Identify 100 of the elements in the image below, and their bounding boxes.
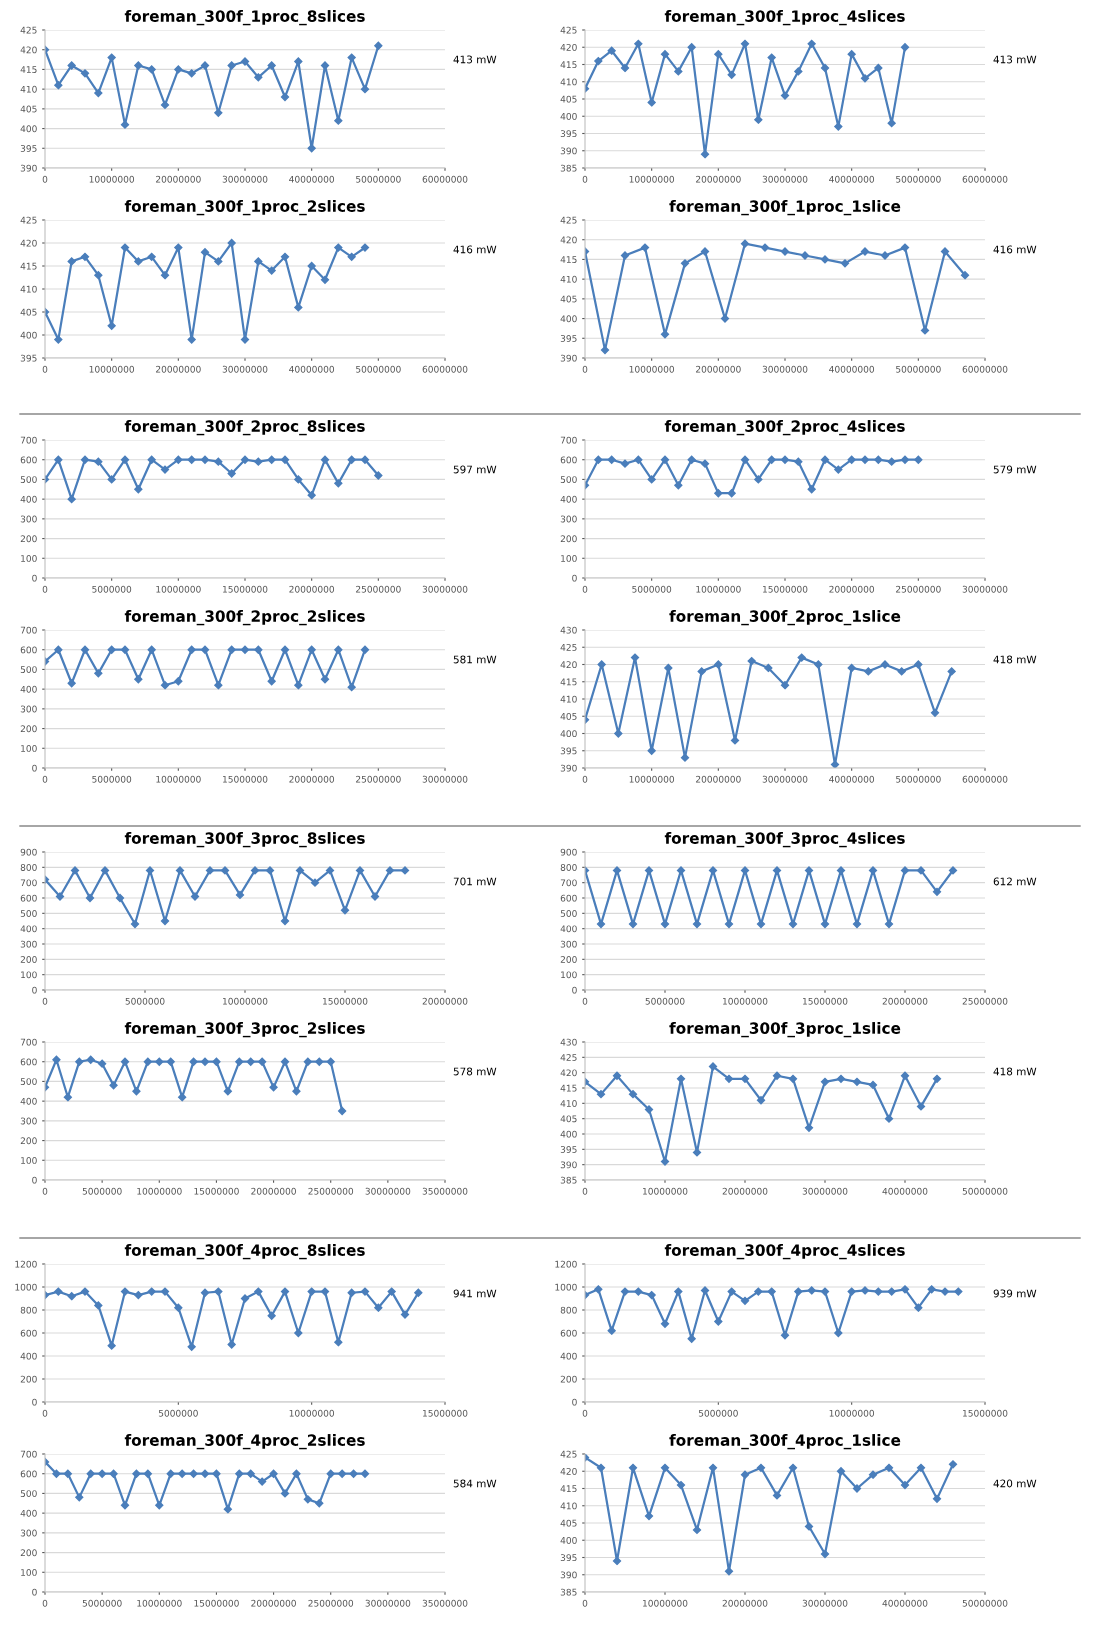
y-tick-label: 1200 bbox=[555, 1260, 577, 1268]
point bbox=[836, 1467, 846, 1476]
point bbox=[187, 1342, 196, 1351]
y-tick-label: 420 bbox=[20, 239, 37, 247]
point bbox=[940, 1287, 950, 1296]
x-tick-label: 5000000 bbox=[645, 997, 685, 1005]
point bbox=[594, 1285, 603, 1294]
point bbox=[797, 653, 806, 662]
x-tick-label: 60000000 bbox=[962, 775, 1008, 783]
y-tick-label: 405 bbox=[560, 712, 577, 720]
point bbox=[852, 1077, 862, 1086]
y-tick-label: 200 bbox=[560, 535, 577, 543]
point bbox=[200, 1288, 210, 1297]
point bbox=[740, 1470, 750, 1479]
y-tick-label: 400 bbox=[560, 925, 577, 933]
y-tick-label: 1000 bbox=[555, 1283, 577, 1291]
point bbox=[80, 645, 90, 654]
point bbox=[954, 1287, 963, 1296]
point bbox=[67, 1292, 76, 1301]
text: 413 mW bbox=[993, 55, 1037, 64]
x-tick-label: 10000000 bbox=[696, 585, 741, 593]
x-tick-label: 0 bbox=[582, 175, 588, 183]
y-tick-label: 100 bbox=[21, 1569, 37, 1576]
point bbox=[254, 457, 263, 466]
point bbox=[265, 866, 275, 875]
point bbox=[820, 1549, 830, 1559]
text: 579 mW bbox=[993, 465, 1037, 474]
point bbox=[347, 1288, 356, 1297]
point bbox=[120, 455, 130, 464]
chart-title: foreman_300f_1proc_4slices bbox=[664, 10, 905, 26]
point bbox=[200, 455, 210, 464]
point bbox=[807, 39, 816, 48]
point bbox=[900, 866, 910, 875]
point bbox=[374, 41, 383, 50]
y-tick-label: 100 bbox=[21, 745, 37, 752]
x-tick-label: 40000000 bbox=[289, 365, 335, 373]
chart-title: foreman_300f_3proc_8slices bbox=[124, 832, 365, 848]
x-tick-label: 50000000 bbox=[962, 1187, 1008, 1195]
point bbox=[714, 50, 723, 59]
point bbox=[315, 1057, 324, 1066]
point bbox=[884, 1114, 894, 1123]
point bbox=[597, 660, 606, 669]
text: 701 mW bbox=[453, 877, 497, 886]
x-tick-label: 50000000 bbox=[896, 775, 941, 783]
y-tick-label: 300 bbox=[20, 940, 37, 948]
y-tick-label: 400 bbox=[20, 125, 37, 133]
point bbox=[178, 1469, 187, 1478]
point bbox=[147, 1287, 156, 1296]
point bbox=[340, 906, 350, 915]
point bbox=[884, 1463, 894, 1472]
point bbox=[326, 1057, 335, 1066]
point bbox=[820, 255, 830, 264]
point bbox=[120, 243, 130, 252]
y-tick-label: 425 bbox=[560, 1054, 577, 1061]
chart-title: foreman_300f_4proc_2slices bbox=[124, 1434, 365, 1450]
point bbox=[94, 1301, 103, 1310]
x-tick-label: 35000000 bbox=[422, 1599, 468, 1607]
point bbox=[914, 455, 923, 464]
x-tick-label: 40000000 bbox=[289, 175, 335, 183]
point bbox=[130, 919, 140, 929]
x-tick-label: 5000000 bbox=[82, 1187, 122, 1195]
point bbox=[754, 1287, 763, 1296]
point bbox=[932, 1494, 942, 1503]
y-tick-label: 200 bbox=[20, 1549, 37, 1557]
x-tick-label: 10000000 bbox=[156, 775, 201, 783]
point bbox=[360, 85, 370, 94]
x-tick-label: 5000000 bbox=[92, 775, 132, 783]
x-tick-label: 10000000 bbox=[829, 1409, 875, 1417]
y-tick-label: 800 bbox=[20, 864, 37, 871]
y-tick-label: 425 bbox=[560, 1450, 577, 1458]
point bbox=[107, 475, 116, 484]
y-tick-label: 0 bbox=[572, 986, 577, 994]
point bbox=[680, 753, 690, 762]
x-tick-label: 0 bbox=[42, 997, 48, 1005]
point bbox=[320, 675, 330, 684]
point bbox=[134, 485, 143, 494]
y-tick-label: 415 bbox=[20, 66, 37, 73]
point bbox=[166, 1469, 175, 1478]
point bbox=[120, 1287, 130, 1296]
y-tick-label: 425 bbox=[20, 216, 37, 224]
point bbox=[897, 667, 906, 676]
y-tick-label: 400 bbox=[20, 331, 37, 339]
x-tick-label: 5000000 bbox=[82, 1599, 122, 1607]
point bbox=[794, 457, 803, 466]
point bbox=[205, 866, 215, 875]
y-tick-label: 410 bbox=[560, 695, 577, 703]
point bbox=[674, 67, 683, 76]
y-tick-label: 1200 bbox=[15, 1260, 37, 1268]
point bbox=[86, 1469, 95, 1478]
point bbox=[94, 271, 103, 280]
x-tick-label: 40000000 bbox=[829, 775, 875, 783]
point bbox=[747, 656, 756, 666]
y-tick-label: 390 bbox=[560, 354, 577, 362]
point bbox=[596, 1090, 606, 1099]
point bbox=[174, 1303, 183, 1312]
y-tick-label: 700 bbox=[560, 879, 577, 887]
y-tick-label: 400 bbox=[20, 1097, 37, 1105]
point bbox=[836, 1074, 846, 1083]
x-tick-label: 15000000 bbox=[963, 1409, 1008, 1417]
chart-title: foreman_300f_2proc_2slices bbox=[124, 610, 365, 626]
